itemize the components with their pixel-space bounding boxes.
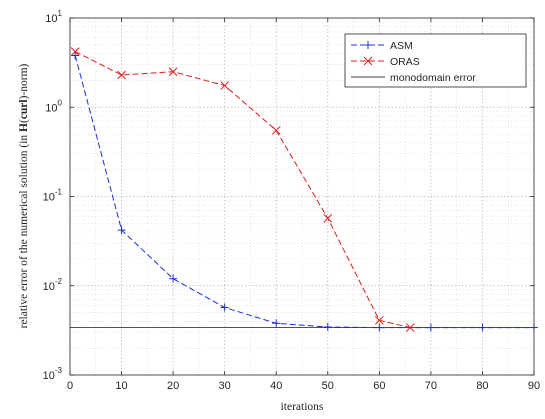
legend-items: ASM ORAS monodomain error (351, 40, 476, 84)
y-tick-label: 101 (45, 9, 62, 25)
x-tick-label: 60 (373, 380, 385, 392)
data-point (323, 213, 333, 223)
y-tick-label: 100 (45, 98, 62, 114)
data-point (70, 47, 80, 56)
y-axis-label-part: relative error of the numerical solution… (18, 132, 30, 328)
x-tick-label: 50 (322, 380, 334, 392)
y-tick-exponent: -3 (55, 366, 63, 375)
y-tick-label: 10-1 (43, 188, 63, 204)
series-oras (70, 47, 415, 332)
y-tick-label: 10-3 (43, 366, 63, 382)
y-axis-label-bold: curl (18, 99, 30, 119)
data-point (405, 323, 415, 332)
y-tick-base: 10 (43, 370, 55, 382)
y-tick-exponent: 1 (58, 9, 63, 18)
legend-box (344, 33, 527, 88)
series-line (74, 55, 534, 329)
y-axis-label-part: )-norm) (18, 63, 30, 99)
x-tick-label: 10 (115, 380, 127, 392)
legend-label: monodomain error (390, 72, 476, 84)
x-tick-label: 40 (270, 380, 282, 392)
y-tick-exponent: 0 (58, 98, 63, 107)
data-point (168, 67, 178, 77)
y-tick-base: 10 (45, 102, 57, 114)
y-tick-exponent: -1 (55, 188, 63, 197)
legend-marker (363, 56, 373, 66)
data-point (271, 126, 281, 135)
legend-label: ORAS (390, 56, 420, 68)
y-tick-base: 10 (43, 192, 55, 204)
data-point (220, 81, 230, 90)
data-point (374, 315, 384, 325)
x-tick-label: 20 (167, 380, 179, 392)
y-tick-base: 10 (43, 281, 55, 293)
y-axis-label: relative error of the numerical solution… (18, 63, 30, 328)
x-tick-label: 80 (476, 380, 488, 392)
y-tick-label: 10-2 (43, 277, 63, 293)
series-line (74, 51, 411, 329)
x-tick-label: 70 (425, 380, 437, 392)
x-axis-label: iterations (281, 401, 324, 413)
x-tick-label: 90 (528, 380, 540, 392)
x-tick-label: 30 (219, 380, 231, 392)
legend: ASM ORAS monodomain error (344, 33, 527, 88)
x-tick-label: 0 (67, 380, 73, 392)
data-point (117, 70, 126, 80)
legend-label: ASM (390, 40, 413, 52)
y-tick-base: 10 (45, 13, 57, 25)
y-axis-label-part: ( (18, 119, 30, 123)
y-tick-exponent: -2 (55, 277, 63, 286)
series-layer (70, 47, 538, 332)
y-axis-label-bold: H (18, 123, 30, 132)
